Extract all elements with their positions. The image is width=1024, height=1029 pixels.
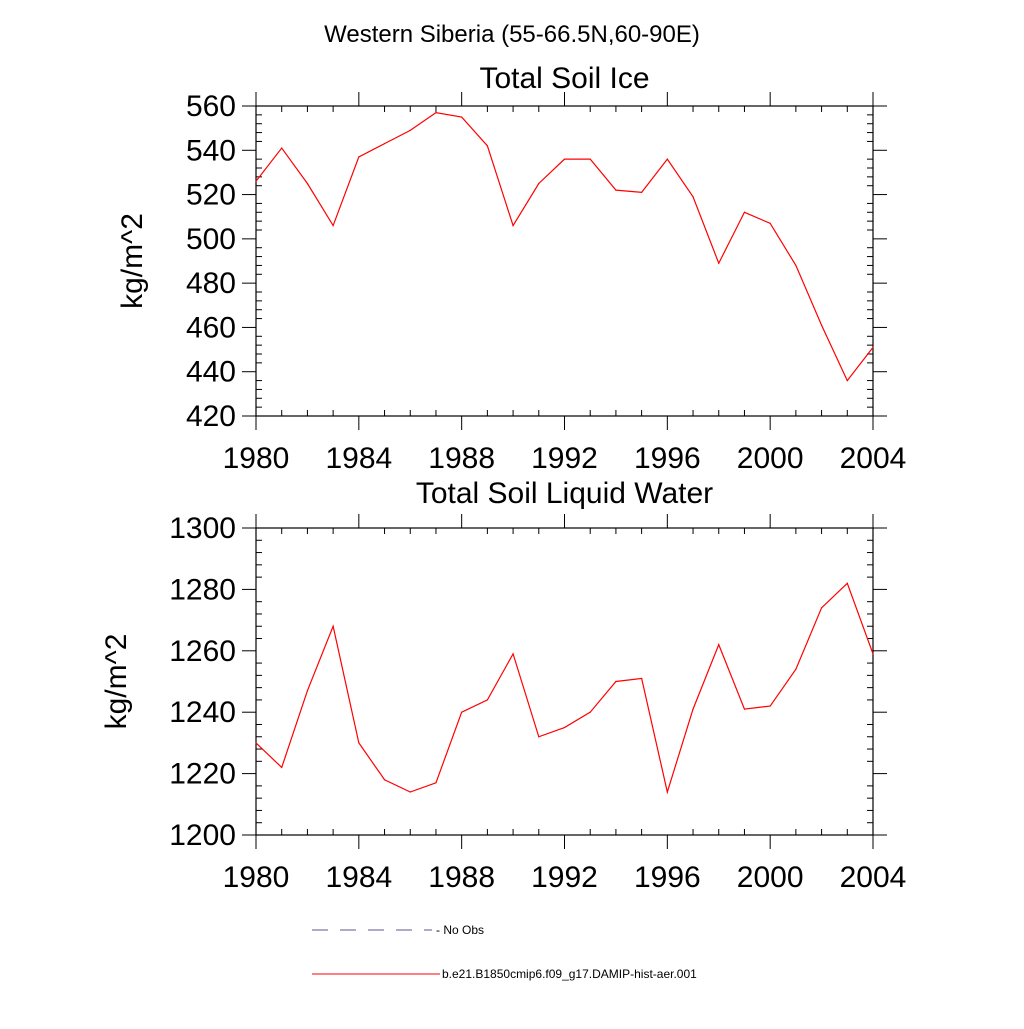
x-tick-label: 2004: [840, 861, 907, 894]
data-point: [538, 182, 540, 185]
y-tick-label: 1280: [169, 573, 236, 606]
data-point: [718, 644, 720, 646]
data-point: [589, 711, 591, 713]
panel-title: Total Soil Liquid Water: [416, 477, 713, 510]
x-tick-label: 2000: [737, 861, 804, 894]
legend-item: b.e21.B1850cmip6.f09_g17.DAMIP-hist-aer.…: [312, 967, 697, 981]
x-tick-label: 1988: [428, 442, 495, 475]
x-tick-label: 1996: [634, 861, 701, 894]
chart-panel-2: 1980 1984 1988 1992 1996 2000 2004 1200 1220 1240…: [100, 477, 906, 894]
data-point: [255, 742, 257, 744]
data-point: [615, 189, 617, 191]
data-point: [641, 191, 643, 193]
data-point: [692, 708, 694, 710]
x-tick-label: 1980: [223, 861, 290, 894]
data-point: [615, 680, 617, 683]
x-tick-label: 1992: [531, 861, 598, 894]
data-point: [281, 147, 283, 149]
data-point: [383, 143, 386, 145]
data-point: [743, 708, 746, 710]
data-point: [872, 346, 874, 348]
y-tick-label: 460: [186, 311, 236, 344]
plot-frame: [255, 105, 874, 417]
data-point: [255, 180, 257, 182]
data-point: [666, 791, 668, 793]
series-line: [255, 112, 874, 382]
x-tick-label: 1984: [325, 861, 392, 894]
data-point: [435, 112, 437, 114]
data-point: [306, 690, 309, 692]
data-point: [512, 653, 514, 655]
y-tick-label: 1240: [169, 696, 236, 729]
data-point: [281, 766, 283, 769]
series-line: [255, 582, 874, 795]
x-tick-label: 1984: [325, 442, 392, 475]
y-tick-label: 500: [186, 223, 236, 256]
data-point: [332, 625, 334, 627]
y-axis-label: kg/m^2: [100, 634, 133, 730]
x-tick-label: 2000: [737, 442, 804, 475]
data-point: [383, 779, 386, 781]
data-point: [409, 791, 411, 793]
data-point: [846, 379, 848, 382]
data-point: [563, 158, 566, 160]
x-tick-label: 2004: [840, 442, 907, 475]
data-point: [512, 224, 514, 227]
legend-item: - No Obs: [312, 923, 484, 937]
data-point: [820, 324, 823, 326]
data-point: [743, 211, 746, 213]
panel-title: Total Soil Ice: [479, 62, 649, 95]
x-tick-label: 1992: [531, 442, 598, 475]
data-point: [718, 262, 720, 264]
data-point: [461, 711, 463, 713]
legend-label: - No Obs: [436, 923, 484, 937]
y-tick-label: 1260: [169, 635, 236, 668]
data-point: [358, 742, 360, 744]
data-point: [666, 158, 668, 160]
data-point: [486, 145, 488, 147]
y-tick-label: 1300: [169, 512, 236, 545]
y-tick-label: 520: [186, 179, 236, 212]
data-point: [795, 264, 797, 267]
data-point: [820, 607, 823, 609]
data-point: [641, 677, 643, 680]
y-tick-label: 1220: [169, 758, 236, 791]
y-tick-label: 1200: [169, 819, 236, 852]
data-point: [692, 196, 694, 198]
plot-frame: [255, 527, 874, 836]
data-point: [795, 668, 797, 670]
data-point: [846, 582, 848, 584]
data-point: [409, 129, 411, 131]
main-title: Western Siberia (55-66.5N,60-90E): [324, 21, 700, 48]
y-tick-label: 560: [186, 90, 236, 123]
data-point: [563, 726, 566, 729]
data-point: [358, 156, 360, 158]
data-point: [461, 116, 463, 118]
x-tick-label: 1996: [634, 442, 701, 475]
data-point: [435, 782, 437, 784]
y-tick-label: 440: [186, 356, 236, 389]
y-tick-label: 420: [186, 400, 236, 433]
y-tick-label: 540: [186, 134, 236, 167]
data-point: [332, 224, 334, 227]
x-tick-label: 1988: [428, 861, 495, 894]
x-tick-label: 1980: [223, 442, 290, 475]
data-point: [872, 653, 874, 655]
data-point: [306, 182, 309, 185]
chart-panel-1: 1980 1984 1988 1992 1996 2000 2004 420 440 460 480…: [116, 62, 906, 475]
data-point: [486, 699, 488, 701]
y-tick-label: 480: [186, 267, 236, 300]
legend-label: b.e21.B1850cmip6.f09_g17.DAMIP-hist-aer.…: [442, 967, 697, 981]
legend: - No Obs b.e21.B1850cmip6.f09_g17.DAMIP-h…: [312, 923, 697, 981]
data-point: [769, 222, 771, 224]
data-point: [769, 705, 771, 707]
data-point: [538, 736, 540, 738]
data-point: [589, 158, 591, 160]
y-axis-label: kg/m^2: [116, 213, 149, 309]
